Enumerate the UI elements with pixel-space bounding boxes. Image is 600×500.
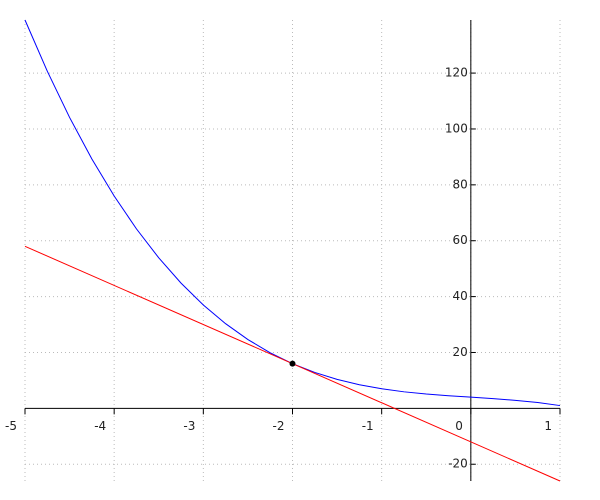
x-tick-label: 0 xyxy=(455,419,463,433)
x-tick-label: -2 xyxy=(273,419,285,433)
y-tick-label: 20 xyxy=(453,345,468,359)
y-tick-label: 80 xyxy=(453,177,468,191)
y-tick-label: -20 xyxy=(448,457,468,471)
x-tick-label: -1 xyxy=(362,419,374,433)
y-tick-label: 120 xyxy=(445,66,468,80)
y-tick-label: 100 xyxy=(445,121,468,135)
x-tick-label: 1 xyxy=(544,419,552,433)
x-tick-label: -5 xyxy=(5,419,17,433)
x-tick-label: -3 xyxy=(183,419,195,433)
x-tick-label: -4 xyxy=(94,419,106,433)
y-tick-label: 40 xyxy=(453,289,468,303)
point xyxy=(289,360,296,367)
y-tick-label: 60 xyxy=(453,233,468,247)
